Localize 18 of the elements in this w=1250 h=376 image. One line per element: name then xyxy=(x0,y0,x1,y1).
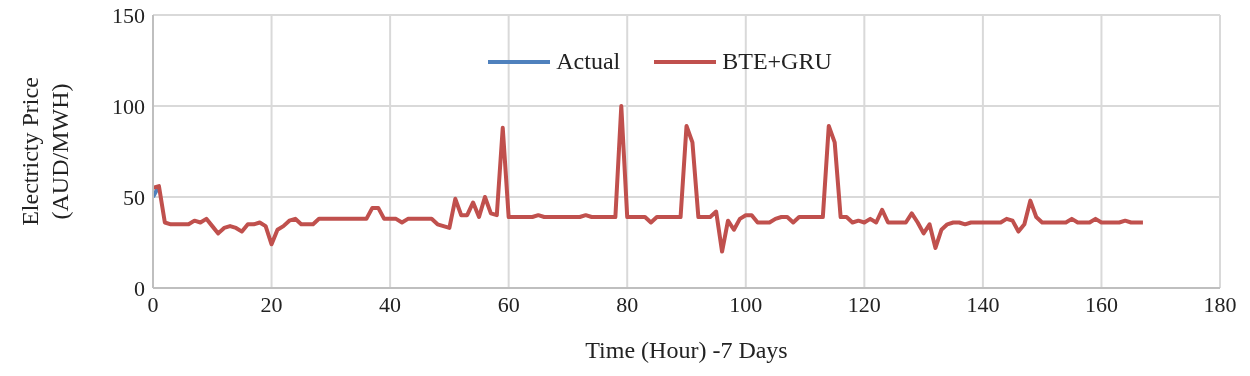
y-tick-label: 50 xyxy=(123,184,145,210)
x-tick-label: 120 xyxy=(847,291,881,317)
y-axis-title: Electricty Price (AUD/MWH) xyxy=(17,77,73,226)
x-tick-label: 160 xyxy=(1084,291,1118,317)
x-tick-label: 100 xyxy=(729,291,763,317)
x-tick-label: 20 xyxy=(260,291,283,317)
y-tick-label: 150 xyxy=(112,2,145,28)
x-axis-title: Time (Hour) -7 Days xyxy=(585,337,788,363)
legend-label: BTE+GRU xyxy=(722,48,832,75)
y-tick-label: 100 xyxy=(112,93,145,119)
y-tick-label: 0 xyxy=(134,275,145,301)
line-series xyxy=(153,104,1145,254)
x-tick-label: 60 xyxy=(497,291,520,317)
x-tick-label: 80 xyxy=(616,291,639,317)
x-tick-label: 180 xyxy=(1203,291,1237,317)
legend-label: Actual xyxy=(556,48,621,75)
x-tick-label: 140 xyxy=(966,291,1000,317)
x-tick-label: 40 xyxy=(379,291,402,317)
